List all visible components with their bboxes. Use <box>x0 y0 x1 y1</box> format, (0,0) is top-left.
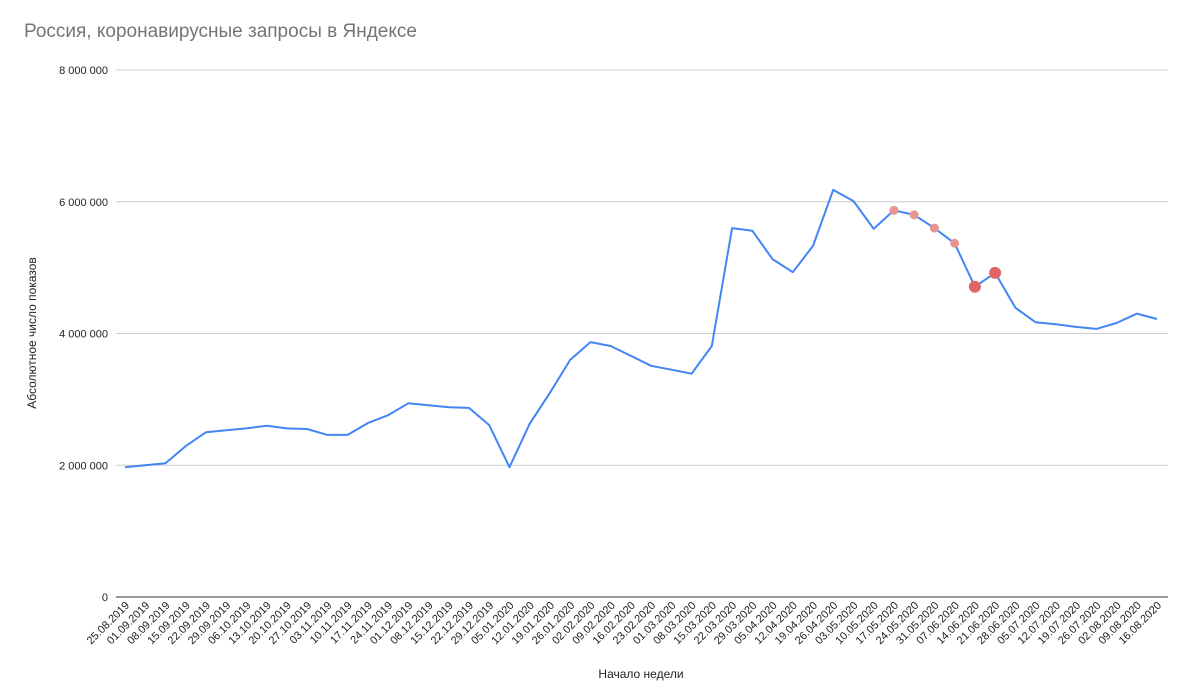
y-axis-label: Абсолютное число показов <box>25 257 39 409</box>
highlight-point <box>989 266 1002 279</box>
highlight-point <box>950 238 960 248</box>
highlight-point <box>889 205 899 215</box>
series-line <box>124 188 1158 469</box>
x-axis-label: Начало недели <box>598 667 683 681</box>
y-tick-label: 8 000 000 <box>59 65 108 77</box>
highlight-point <box>909 210 919 220</box>
y-tick-label: 2 000 000 <box>59 460 108 472</box>
highlight-point <box>968 280 981 293</box>
y-tick-label: 4 000 000 <box>59 329 108 341</box>
highlight-point <box>929 223 939 233</box>
y-tick-label: 6 000 000 <box>59 197 108 209</box>
chart-title: Россия, коронавирусные запросы в Яндексе <box>24 21 417 42</box>
y-tick-label: 0 <box>102 592 108 604</box>
